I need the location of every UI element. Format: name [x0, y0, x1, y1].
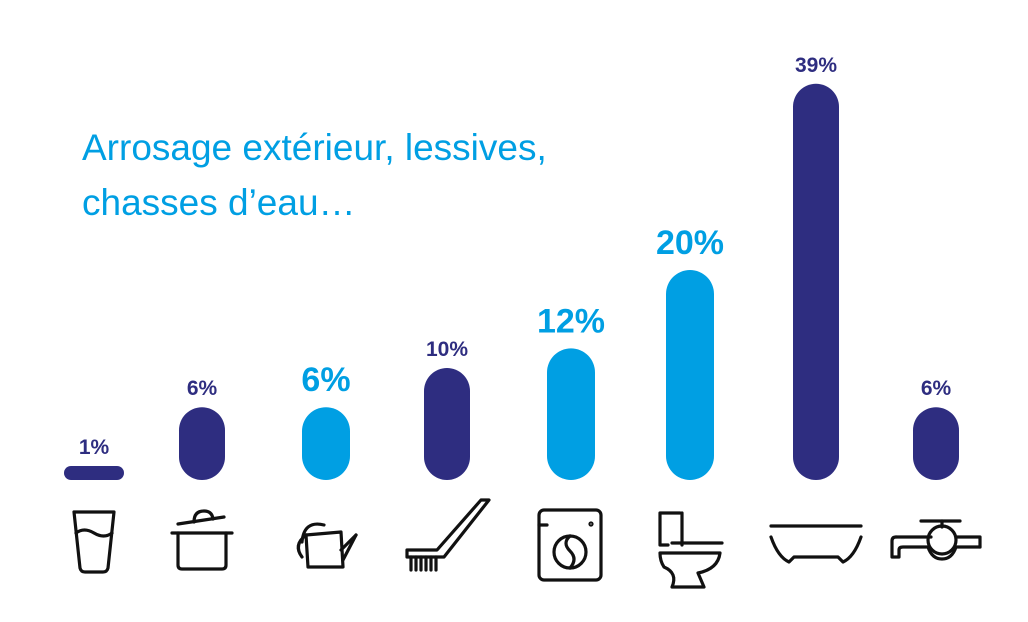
- data-label: 39%: [795, 54, 837, 77]
- bar-group: 10%: [405, 338, 491, 572]
- washing-machine-icon: [537, 508, 603, 582]
- data-label: 6%: [921, 377, 952, 400]
- bar-group: 12%: [537, 302, 605, 582]
- faucet-icon: [890, 519, 982, 561]
- cleaning-brush-icon: [405, 498, 491, 572]
- data-label: 12%: [537, 302, 605, 340]
- data-label: 20%: [656, 224, 724, 262]
- bar-group: 6%: [170, 377, 234, 571]
- bar-group: 1%: [64, 436, 124, 574]
- bar: [302, 407, 350, 480]
- bar: [179, 407, 225, 480]
- bar: [547, 348, 595, 480]
- bar-group: 6%: [296, 361, 358, 569]
- toilet-icon: [658, 511, 724, 589]
- bar-group: 6%: [890, 377, 982, 561]
- bar-group: 20%: [656, 224, 724, 589]
- glass-icon: [72, 510, 116, 574]
- bathtub-icon: [769, 524, 863, 564]
- bar: [666, 270, 714, 480]
- data-label: 1%: [79, 436, 110, 459]
- data-label: 6%: [187, 377, 218, 400]
- cooking-pot-icon: [170, 509, 234, 571]
- data-label: 6%: [301, 361, 350, 399]
- bar: [793, 83, 839, 481]
- data-label: 10%: [426, 338, 468, 361]
- bar: [64, 466, 124, 480]
- bar: [913, 407, 959, 480]
- bar-group: 39%: [769, 54, 863, 564]
- bar: [424, 368, 470, 480]
- chart-title: Arrosage extérieur, lessives, chasses d’…: [82, 127, 547, 223]
- watering-can-icon: [296, 522, 358, 569]
